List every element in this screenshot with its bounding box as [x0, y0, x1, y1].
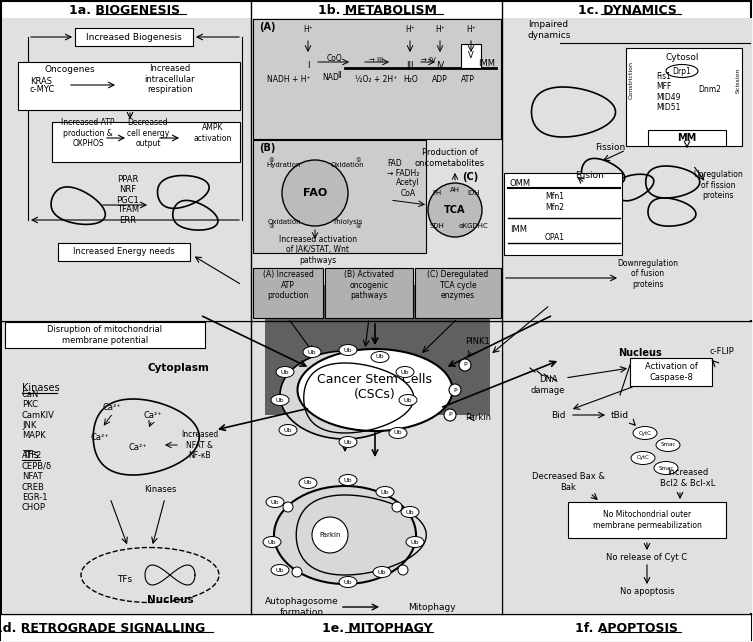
Text: → FADH₂: → FADH₂ [387, 169, 419, 178]
Text: Downregulation
of fusion
proteins: Downregulation of fusion proteins [617, 259, 678, 289]
Text: Ub: Ub [344, 347, 352, 352]
Text: Hydration: Hydration [267, 162, 301, 168]
Text: Decreased Bax &
Bak: Decreased Bax & Bak [532, 473, 605, 492]
Ellipse shape [401, 507, 419, 517]
Text: ①: ① [355, 157, 361, 162]
Text: Ub: Ub [344, 580, 352, 584]
Ellipse shape [376, 487, 394, 498]
Text: Bid: Bid [550, 410, 566, 419]
FancyBboxPatch shape [75, 28, 193, 46]
Text: H⁺: H⁺ [435, 26, 445, 35]
Ellipse shape [276, 367, 294, 377]
Text: CaN
PKC
CamKIV
JNK
MAPK: CaN PKC CamKIV JNK MAPK [22, 390, 55, 440]
Text: ③: ③ [268, 225, 274, 229]
Ellipse shape [399, 394, 417, 406]
Text: H⁺: H⁺ [466, 26, 476, 35]
Text: P: P [453, 388, 457, 392]
Text: Drp1: Drp1 [672, 67, 691, 76]
Text: Ub: Ub [281, 370, 289, 374]
Text: Parkin: Parkin [319, 532, 341, 538]
FancyBboxPatch shape [325, 268, 413, 318]
Text: P: P [395, 505, 398, 510]
Text: Oxidation: Oxidation [330, 162, 364, 168]
Circle shape [449, 384, 461, 396]
Ellipse shape [633, 426, 657, 440]
Text: Ub: Ub [284, 428, 292, 433]
Text: Increased
Bcl2 & Bcl-xL: Increased Bcl2 & Bcl-xL [660, 468, 715, 488]
Text: Kinases: Kinases [22, 383, 59, 393]
Text: V: V [468, 51, 474, 60]
Ellipse shape [339, 577, 357, 587]
Text: Ub: Ub [344, 440, 352, 444]
Text: CytC: CytC [639, 431, 651, 435]
FancyBboxPatch shape [58, 243, 190, 261]
Ellipse shape [373, 566, 391, 578]
Text: Nucleus: Nucleus [147, 595, 194, 605]
Text: H⁺: H⁺ [405, 26, 415, 35]
FancyBboxPatch shape [52, 122, 240, 162]
Text: TFAM
ERR: TFAM ERR [117, 205, 139, 225]
FancyBboxPatch shape [253, 140, 426, 253]
Text: P: P [401, 568, 404, 573]
Text: Production of
oncometabolites: Production of oncometabolites [415, 148, 485, 168]
Ellipse shape [656, 438, 680, 451]
Text: Cytoplasm: Cytoplasm [147, 363, 209, 373]
Text: NADH + H⁺: NADH + H⁺ [267, 76, 311, 85]
Text: αKGDHC: αKGDHC [459, 223, 489, 229]
Text: IMM: IMM [510, 225, 527, 234]
Text: Increased Biogenesis: Increased Biogenesis [86, 33, 182, 42]
Text: Upregulation
of fission
proteins: Upregulation of fission proteins [693, 170, 743, 200]
Text: 1f. APOPTOSIS: 1f. APOPTOSIS [575, 621, 678, 634]
Text: Ub: Ub [308, 349, 316, 354]
Text: Ca²⁺: Ca²⁺ [90, 433, 109, 442]
Text: Scission: Scission [736, 67, 740, 92]
FancyBboxPatch shape [503, 322, 752, 613]
Text: 1a. BIOGENESIS: 1a. BIOGENESIS [69, 3, 181, 17]
Text: Cytosol: Cytosol [665, 53, 699, 62]
Text: P: P [295, 569, 299, 575]
Text: Mfn1
Mfn2: Mfn1 Mfn2 [545, 193, 565, 212]
Text: H⁺: H⁺ [303, 26, 313, 35]
Text: 1c. DYNAMICS: 1c. DYNAMICS [578, 3, 676, 17]
FancyBboxPatch shape [265, 285, 490, 415]
Text: (C): (C) [462, 172, 478, 182]
Text: Thiolysis: Thiolysis [332, 219, 362, 225]
Ellipse shape [271, 564, 289, 575]
Text: Ub: Ub [271, 499, 279, 505]
Text: FAO: FAO [303, 188, 327, 198]
Ellipse shape [406, 537, 424, 548]
Circle shape [283, 502, 293, 512]
Text: Oxidation: Oxidation [267, 219, 300, 225]
Text: ④: ④ [355, 225, 361, 229]
Text: Disruption of mitochondrial
membrane potential: Disruption of mitochondrial membrane pot… [47, 325, 163, 345]
Text: Impaired
dynamics: Impaired dynamics [528, 21, 572, 40]
FancyBboxPatch shape [1, 614, 751, 641]
Text: FAD: FAD [387, 159, 402, 168]
Text: ATF2
CEPB/δ
NFAT
CREB
EGR-1
CHOP: ATF2 CEPB/δ NFAT CREB EGR-1 CHOP [22, 451, 52, 512]
Text: Activation of
Caspase-8: Activation of Caspase-8 [645, 362, 697, 382]
Ellipse shape [631, 451, 655, 465]
Text: SDH: SDH [429, 223, 444, 229]
Text: Oncogenes: Oncogenes [45, 65, 96, 74]
Text: Ub: Ub [378, 569, 386, 575]
FancyBboxPatch shape [648, 130, 726, 146]
Text: Increased Energy needs: Increased Energy needs [73, 248, 175, 257]
Ellipse shape [271, 394, 289, 406]
Ellipse shape [274, 486, 416, 584]
Text: AH: AH [450, 187, 460, 193]
Text: AMPK
activation: AMPK activation [194, 123, 232, 143]
Text: MM: MM [678, 133, 697, 143]
FancyBboxPatch shape [503, 18, 752, 320]
Text: Acetyl
CoA: Acetyl CoA [396, 178, 420, 198]
Text: Parkin: Parkin [465, 413, 491, 422]
FancyBboxPatch shape [252, 322, 501, 613]
Ellipse shape [303, 347, 321, 358]
Text: KRAS: KRAS [30, 76, 52, 85]
Text: Ub: Ub [376, 354, 384, 360]
Text: ½O₂ + 2H⁺: ½O₂ + 2H⁺ [355, 76, 398, 85]
Text: Ub: Ub [276, 397, 284, 403]
Text: Ub: Ub [406, 510, 414, 514]
Circle shape [428, 183, 482, 237]
FancyBboxPatch shape [18, 62, 240, 110]
